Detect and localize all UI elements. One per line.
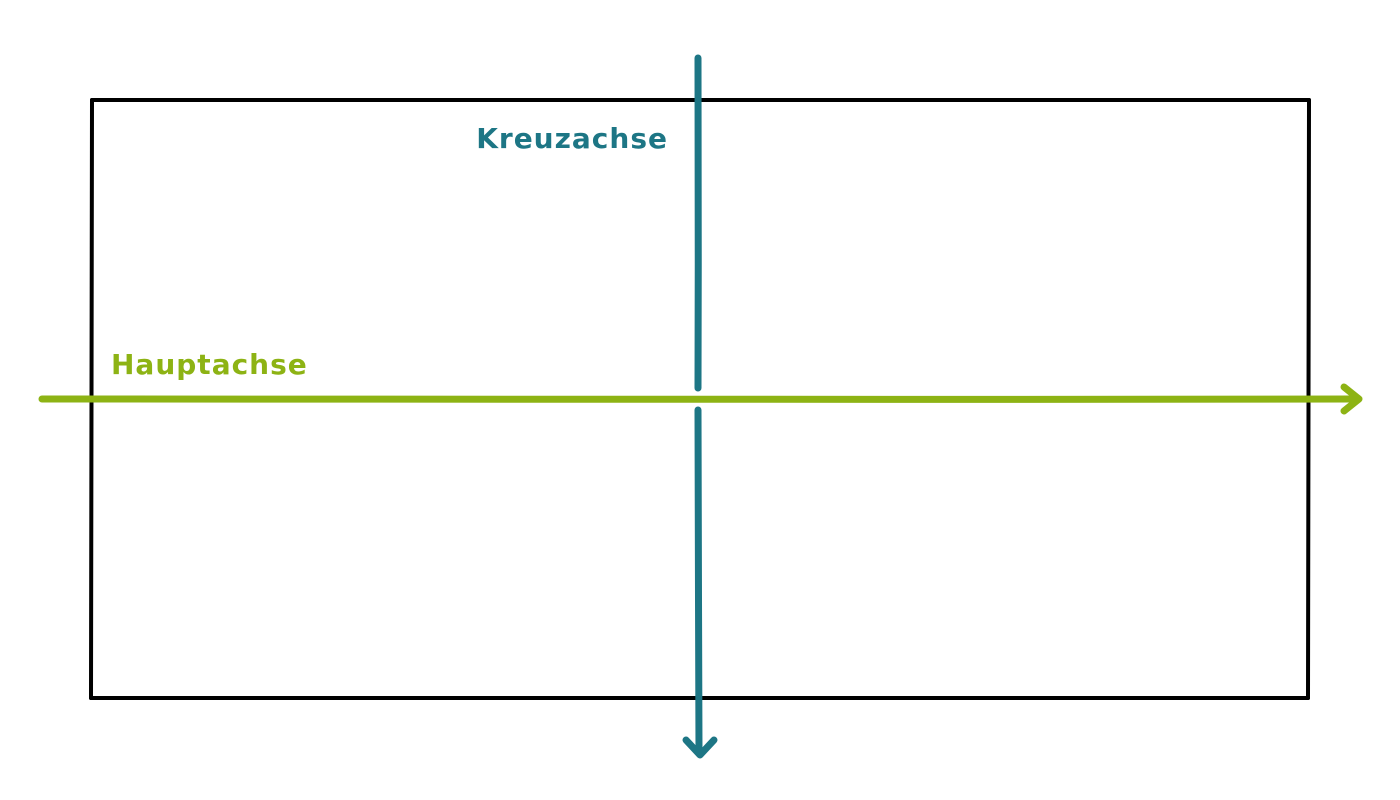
main-axis-label: Hauptachse bbox=[111, 348, 308, 381]
cross-axis bbox=[682, 54, 718, 759]
container-top-edge bbox=[90, 97, 1311, 103]
cross-axis-line-lower bbox=[694, 406, 703, 756]
cross-axis-arrowhead-icon bbox=[682, 736, 718, 759]
main-axis-arrowhead-icon bbox=[1340, 383, 1363, 415]
cross-axis-label: Kreuzachse bbox=[476, 122, 668, 155]
main-axis bbox=[38, 383, 1363, 415]
